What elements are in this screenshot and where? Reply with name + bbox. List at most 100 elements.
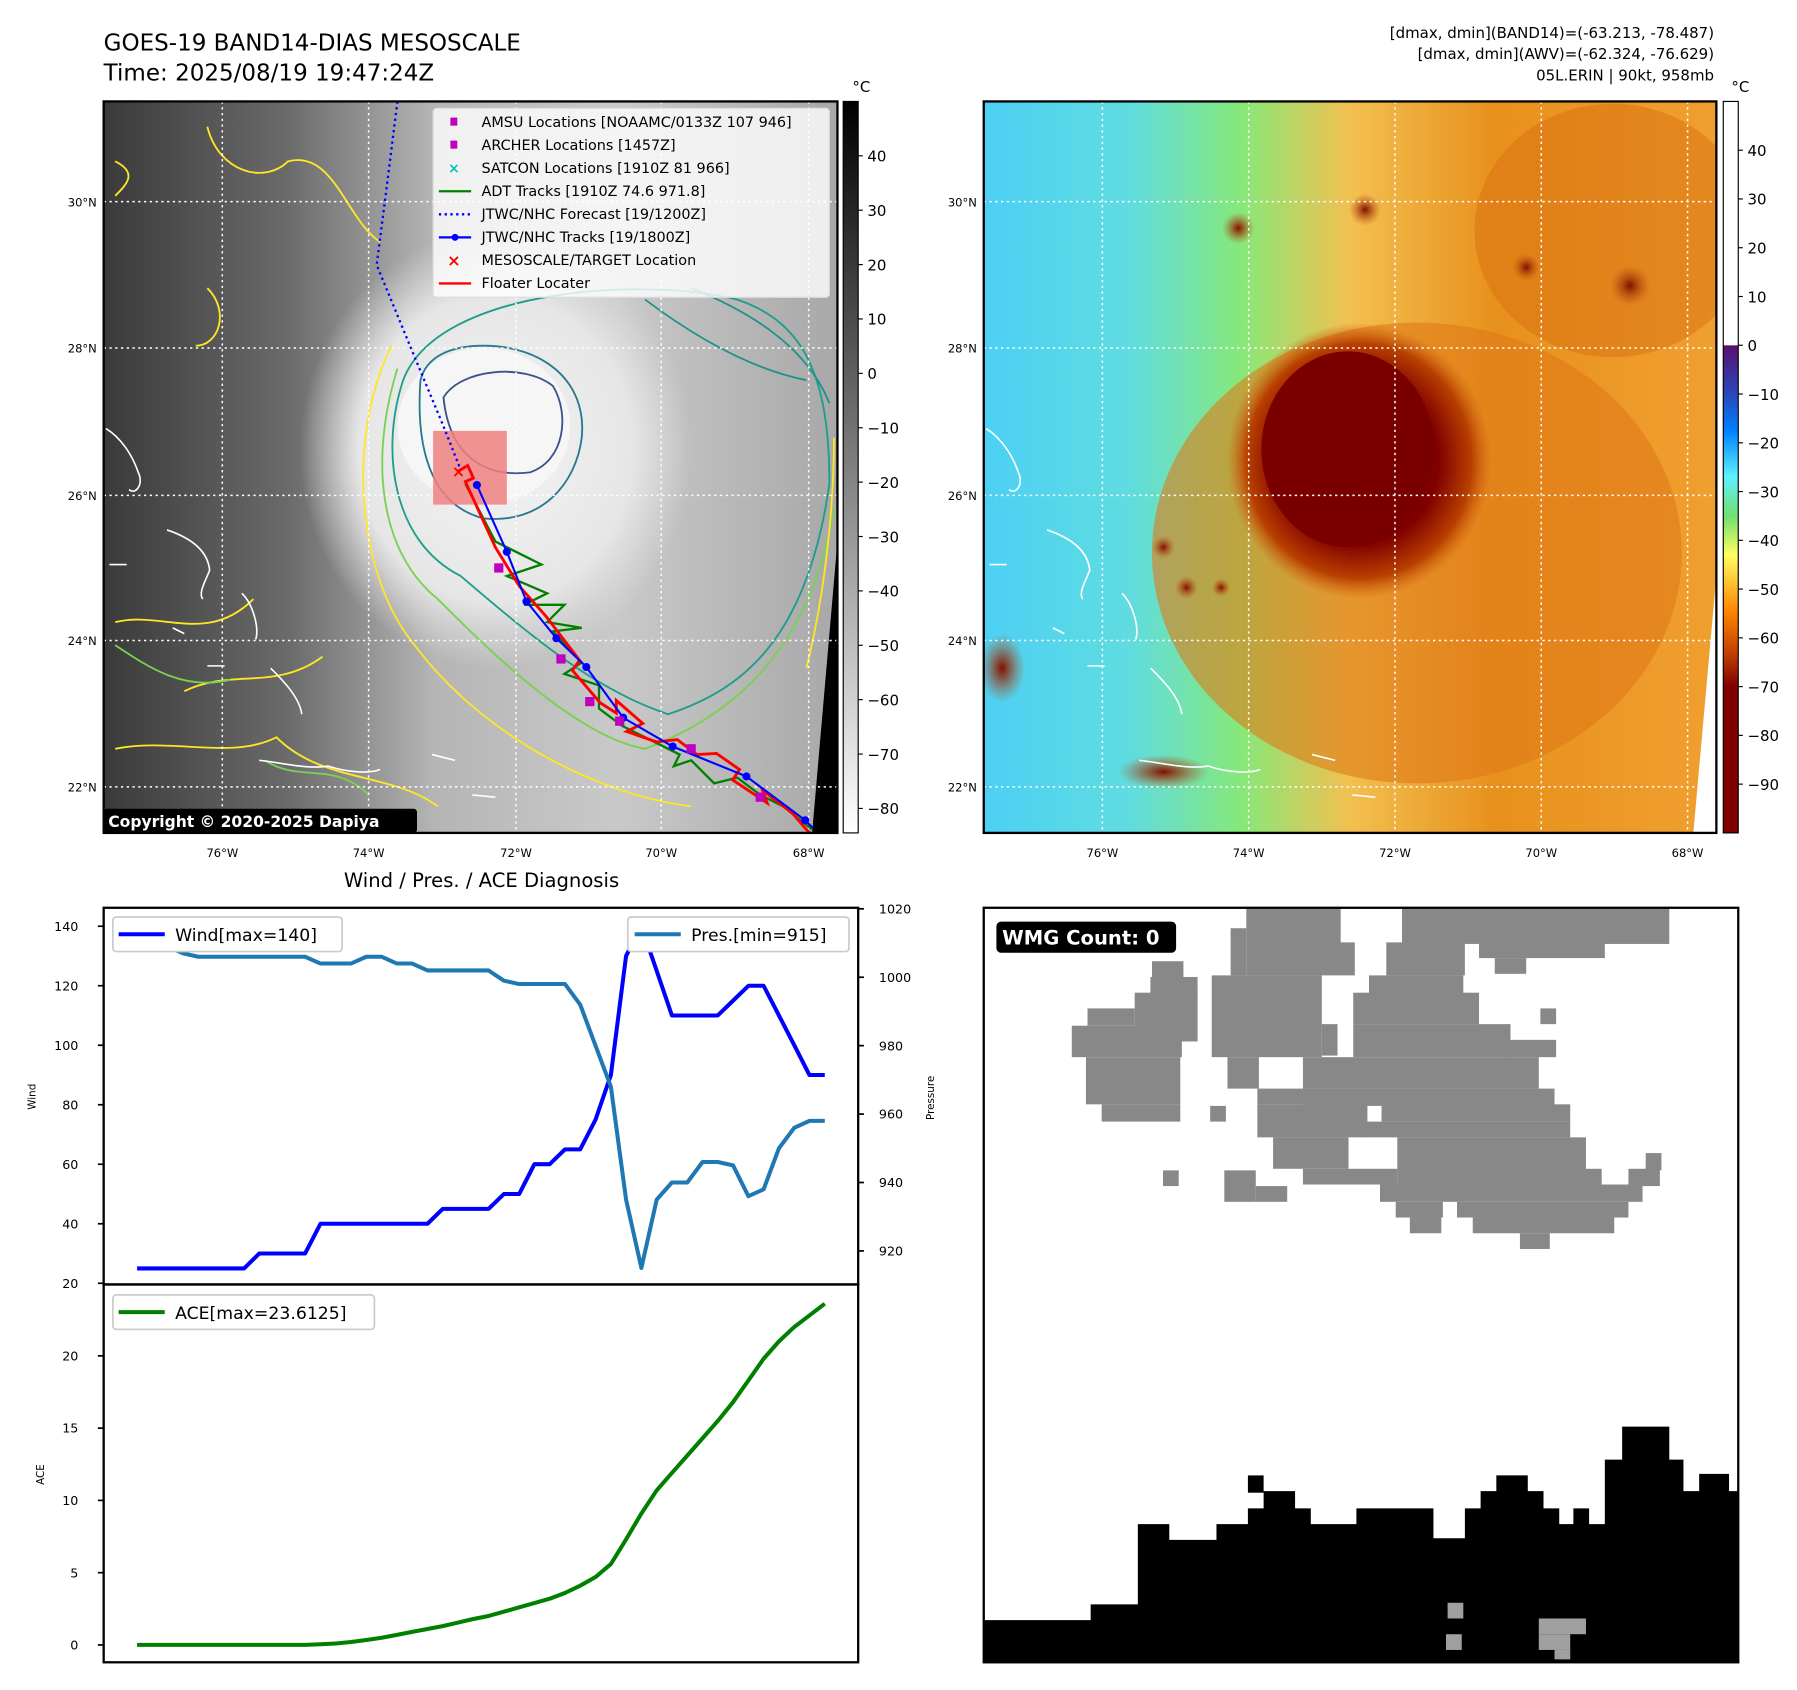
colorbar-tick-label: −10 (1747, 386, 1779, 404)
colorbar-tick-label: −50 (1747, 581, 1779, 599)
cold-cells (983, 193, 1651, 790)
chart-title: Wind / Pres. / ACE Diagnosis (344, 869, 619, 892)
archer-square-icon (450, 140, 458, 149)
awv-range: [dmax, dmin](AWV)=(-62.324, -76.629) (1418, 45, 1714, 63)
y-tick-label: 5 (70, 1565, 78, 1580)
series-pres-line (137, 920, 825, 1271)
map1-frame (102, 100, 839, 835)
ace-legend-label: ACE[max=23.6125] (175, 1304, 346, 1324)
pressure-legend-label: Pres.[min=915] (691, 926, 826, 946)
y-tick-label: 40 (62, 1216, 78, 1231)
lon-label: 72°W (500, 846, 532, 860)
lat-label: 24°N (948, 634, 977, 648)
y-tick-label: 120 (54, 978, 78, 993)
colorbar-tick-label: −60 (867, 691, 899, 709)
colorbar-tick-label: −20 (867, 474, 899, 492)
amsu-square-icon (450, 117, 458, 126)
plot-frame (102, 1283, 860, 1664)
plot-frame (102, 906, 860, 1286)
y-right-tick-label: 940 (879, 1175, 903, 1190)
legend-label: MESOSCALE/TARGET Location (482, 253, 697, 269)
coldest-core (1261, 351, 1435, 548)
colorbar-tick-label: −60 (1747, 630, 1779, 648)
map2-lon-labels: 76°W 74°W 72°W 70°W 68°W (1087, 846, 1704, 860)
y-tick-label: 80 (62, 1097, 78, 1112)
ace-chart: 0 5 10 15 20 (62, 1283, 860, 1664)
band14-range: [dmax, dmin](BAND14)=(-63.213, -78.487) (1390, 24, 1714, 42)
target-x-icon: × (452, 462, 466, 481)
legend-label: JTWC/NHC Forecast [19/1200Z] (481, 207, 706, 223)
colorbar-tick-label: 0 (1747, 337, 1757, 355)
colorbar-tick-label: −70 (1747, 678, 1779, 696)
lon-label: 70°W (645, 846, 677, 860)
target-x-legend-icon: × (447, 251, 461, 270)
wind-axis-label: Wind (27, 1084, 39, 1110)
colorbar-tick-label: −20 (1747, 435, 1779, 453)
colorbar-tick-label: 40 (1747, 142, 1766, 160)
map2-frame (982, 100, 1718, 835)
colorbar-tick-label: 20 (1747, 239, 1766, 257)
coastlines (985, 427, 1376, 798)
figure-title: GOES-19 BAND14-DIAS MESOSCALE (104, 31, 521, 57)
lat-label: 26°N (68, 489, 97, 503)
colorbar-tick-label: 20 (867, 256, 886, 274)
best-track (475, 484, 814, 830)
colorbar-tick-label: −70 (867, 746, 899, 764)
series-wind-line (137, 924, 825, 1271)
lon-label: 72°W (1379, 846, 1411, 860)
colorbar-color: °C 40 30 20 10 0 −10 −20 −30 −40 −50 −60 −70 −80 −90 (1722, 78, 1779, 834)
y-tick-label: 0 (70, 1638, 78, 1653)
y-right-tick-label: 1000 (879, 970, 911, 985)
lat-label: 30°N (948, 195, 977, 209)
forecast-track (375, 101, 462, 471)
colorbar-tick-label: −80 (867, 800, 899, 818)
y-right-tick-label: 980 (879, 1038, 903, 1053)
colorbar-tick-label: −40 (867, 583, 899, 601)
colorbar-tick-label: −30 (867, 528, 899, 546)
y-tick-label: 20 (62, 1276, 78, 1291)
colorbar-tick-label: 40 (867, 148, 886, 166)
y-tick-label: 60 (62, 1157, 78, 1172)
map2-gridlines (983, 101, 1717, 833)
y-tick-label: 100 (54, 1038, 78, 1053)
y-tick-label: 20 (62, 1348, 78, 1363)
series-ace-line (137, 1302, 827, 1647)
map-legend: × × AMSU Locations [NOAAMC/0133Z 107 946… (432, 107, 830, 298)
pressure-legend: Pres.[min=915] (626, 916, 850, 953)
lon-label: 76°W (1087, 846, 1119, 860)
legend-label: ARCHER Locations [1457Z] (482, 138, 676, 154)
no-data-wedge (812, 541, 838, 833)
wind-legend-label: Wind[max=140] (175, 926, 317, 946)
lat-label: 22°N (68, 780, 97, 794)
wmg-grid (983, 907, 1739, 1663)
lon-label: 74°W (1233, 846, 1265, 860)
map1-lat-labels: 30°N 28°N 26°N 24°N 22°N (68, 195, 97, 794)
y-tick-label: 15 (62, 1421, 78, 1436)
wmg-panel: WMG Count: 0 (982, 906, 1740, 1664)
wmg-count-text: WMG Count: 0 (1002, 927, 1159, 950)
legend-label: SATCON Locations [1910Z 81 966] (482, 161, 730, 177)
y-tick-label: 140 (54, 919, 78, 934)
amsu-archer-points (494, 563, 765, 802)
colorbar-tick-label: −10 (867, 420, 899, 438)
wmg-light-cells (1446, 1602, 1586, 1660)
lon-label: 68°W (1672, 846, 1704, 860)
satcon-x-icon: × (448, 161, 460, 177)
lat-label: 30°N (68, 195, 97, 209)
copyright-badge: Copyright © 2020-2025 Dapiya (103, 808, 417, 833)
wmg-count-badge (996, 921, 1177, 953)
pressure-axis-label: Pressure (925, 1076, 937, 1120)
y-right-tick-label: 920 (879, 1244, 903, 1259)
wind-legend: Wind[max=140] (112, 916, 343, 953)
y-right-tick-label: 1020 (879, 901, 911, 916)
ace-legend: ACE[max=23.6125] (112, 1293, 376, 1331)
colorbar-tick-label: 0 (867, 365, 877, 383)
lat-label: 24°N (68, 634, 97, 648)
ace-axis-label: ACE (35, 1464, 47, 1485)
colorbar-tick-label: −80 (1747, 727, 1779, 745)
lat-label: 22°N (948, 780, 977, 794)
wmg-gray-cells (1071, 907, 1670, 1249)
figure-time: Time: 2025/08/19 19:47:24Z (103, 61, 435, 87)
colorbar-unit: °C (1731, 78, 1749, 96)
